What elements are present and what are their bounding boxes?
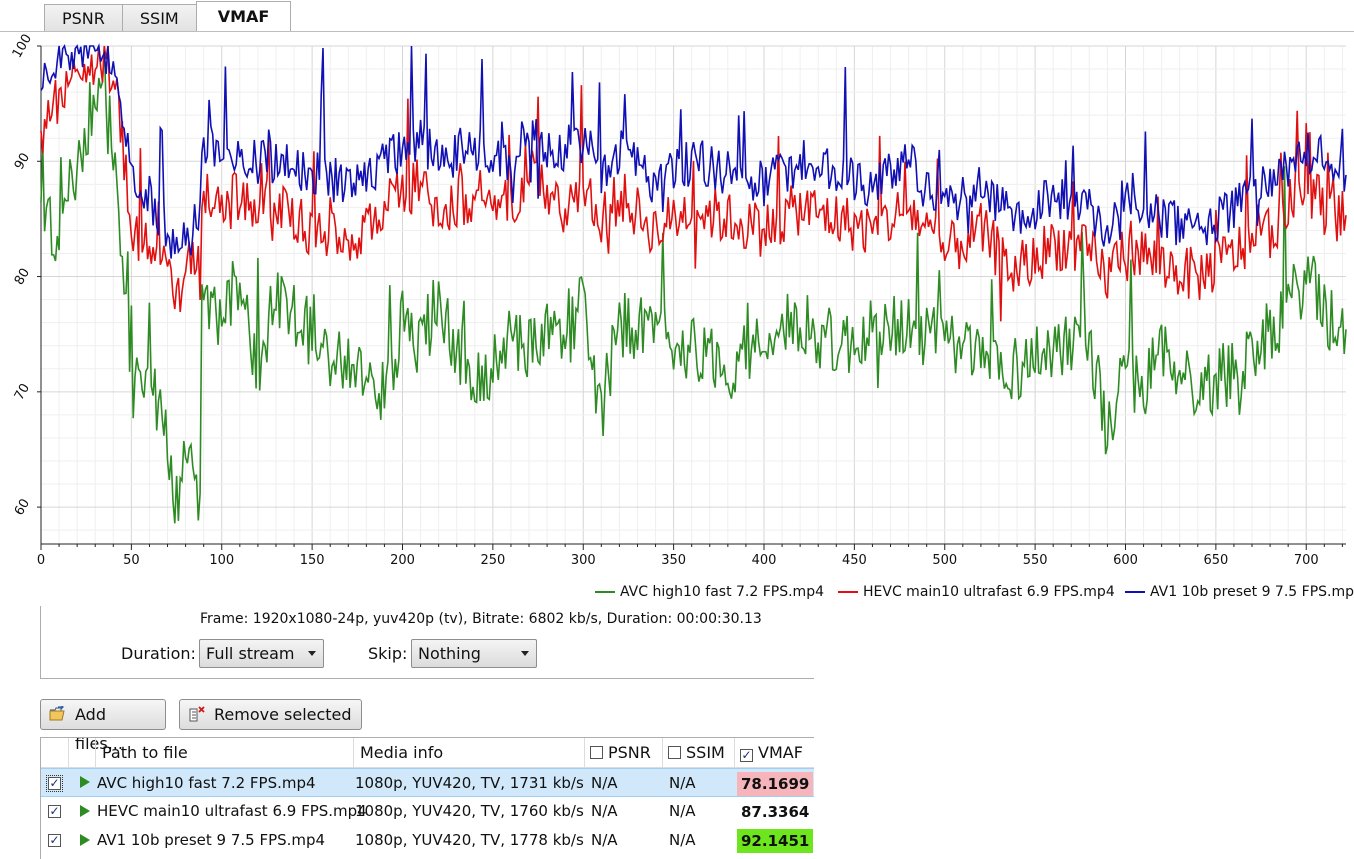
metric-tabs: PSNR SSIM VMAF xyxy=(44,1,292,32)
header-ssim[interactable]: SSIM xyxy=(663,738,735,767)
x-tick-label: 200 xyxy=(390,553,415,568)
psnr-header-label: PSNR xyxy=(608,743,651,762)
table-row[interactable]: ✓ HEVC main10 ultrafast 6.9 FPS.mp4 1080… xyxy=(41,797,814,826)
psnr-header-checkbox[interactable] xyxy=(590,746,603,759)
x-tick-label: 650 xyxy=(1203,553,1228,568)
play-icon[interactable] xyxy=(80,834,90,846)
row-ssim: N/A xyxy=(669,774,696,792)
x-tick-label: 250 xyxy=(480,553,505,568)
vmaf-header-label: VMAF xyxy=(758,743,803,762)
series-line xyxy=(40,45,1347,524)
vmaf-header-checkbox[interactable]: ✓ xyxy=(740,748,753,762)
y-tick-label: 100 xyxy=(10,32,35,61)
chevron-down-icon xyxy=(308,651,316,656)
duration-label: Duration: xyxy=(121,644,196,663)
legend-item-avc: AVC high10 fast 7.2 FPS.mp4 xyxy=(595,584,824,600)
x-tick-label: 500 xyxy=(932,553,957,568)
tab-ssim[interactable]: SSIM xyxy=(121,4,197,31)
row-psnr: N/A xyxy=(591,774,618,792)
x-tick-label: 100 xyxy=(209,553,234,568)
tab-psnr[interactable]: PSNR xyxy=(44,4,123,31)
x-tick-label: 400 xyxy=(752,553,777,568)
x-tick-label: 300 xyxy=(571,553,596,568)
x-tick-label: 0 xyxy=(37,553,45,568)
remove-selected-label: Remove selected xyxy=(214,705,352,724)
row-path: HEVC main10 ultrafast 6.9 FPS.mp4 xyxy=(97,802,367,820)
open-folder-icon xyxy=(49,706,65,721)
ssim-header-label: SSIM xyxy=(686,743,725,762)
row-vmaf-score: 78.1699 xyxy=(737,772,814,796)
tab-vmaf[interactable]: VMAF xyxy=(195,1,292,31)
y-tick-label: 60 xyxy=(12,496,33,518)
file-table: Path to file Media info PSNR SSIM ✓ VMAF … xyxy=(40,737,814,859)
header-psnr[interactable]: PSNR xyxy=(585,738,663,767)
y-tick-label: 90 xyxy=(12,151,33,173)
media-info-panel: Frame: 1920x1080-24p, yuv420p (tv), Bitr… xyxy=(40,606,814,679)
x-tick-label: 350 xyxy=(661,553,686,568)
play-icon[interactable] xyxy=(80,805,90,817)
row-psnr: N/A xyxy=(591,802,618,820)
header-path[interactable]: Path to file xyxy=(96,738,354,767)
legend-swatch xyxy=(838,591,858,593)
vmaf-chart: 0 50 100 150 200 250 300 350 400 450 500 550 600 650 7… xyxy=(10,32,1347,568)
row-checkbox[interactable]: ✓ xyxy=(46,775,63,792)
frame-info-text: Frame: 1920x1080-24p, yuv420p (tv), Bitr… xyxy=(200,611,762,627)
series-line xyxy=(40,42,1347,259)
x-tick-label: 700 xyxy=(1294,553,1319,568)
row-vmaf-score: 87.3364 xyxy=(741,803,810,821)
legend-item-hevc: HEVC main10 ultrafast 6.9 FPS.mp4 xyxy=(838,584,1115,600)
legend-item-av1: AV1 10b preset 9 7.5 FPS.mp4 xyxy=(1125,584,1354,600)
legend-label: AVC high10 fast 7.2 FPS.mp4 xyxy=(620,584,824,600)
skip-select[interactable]: Nothing xyxy=(411,639,537,668)
header-play-column xyxy=(69,738,96,767)
series-line xyxy=(40,45,1347,322)
header-media-info[interactable]: Media info xyxy=(354,738,585,767)
row-vmaf-score: 92.1451 xyxy=(737,829,814,853)
row-path: AV1 10b preset 9 7.5 FPS.mp4 xyxy=(97,831,326,849)
legend-label: HEVC main10 ultrafast 6.9 FPS.mp4 xyxy=(863,584,1115,600)
row-media-info: 1080p, YUV420, TV, 1731 kb/s xyxy=(355,774,584,792)
row-ssim: N/A xyxy=(669,831,696,849)
ssim-header-checkbox[interactable] xyxy=(668,746,681,759)
x-tick-label: 550 xyxy=(1023,553,1048,568)
y-tick-label: 70 xyxy=(12,381,33,403)
remove-selected-button[interactable]: Remove selected xyxy=(179,699,362,730)
chevron-down-icon xyxy=(521,651,529,656)
legend-swatch xyxy=(595,591,615,593)
table-row[interactable]: ✓ AV1 10b preset 9 7.5 FPS.mp4 1080p, YU… xyxy=(41,826,814,855)
table-row[interactable]: ✓ AVC high10 fast 7.2 FPS.mp4 1080p, YUV… xyxy=(41,768,814,797)
duration-value: Full stream xyxy=(206,644,295,663)
table-header: Path to file Media info PSNR SSIM ✓ VMAF xyxy=(41,738,814,768)
header-check-column xyxy=(41,738,69,767)
row-media-info: 1080p, YUV420, TV, 1760 kb/s xyxy=(355,802,584,820)
x-tick-label: 50 xyxy=(123,553,140,568)
x-tick-label: 450 xyxy=(842,553,867,568)
row-media-info: 1080p, YUV420, TV, 1778 kb/s xyxy=(355,831,584,849)
row-path: AVC high10 fast 7.2 FPS.mp4 xyxy=(97,774,316,792)
play-icon[interactable] xyxy=(80,776,90,788)
skip-value: Nothing xyxy=(418,644,481,663)
row-checkbox[interactable]: ✓ xyxy=(48,804,61,818)
vmaf-chart-panel: 0 50 100 150 200 250 300 350 400 450 500 550 600 650 7… xyxy=(0,31,1354,607)
remove-icon xyxy=(189,706,205,722)
row-psnr: N/A xyxy=(591,831,618,849)
skip-label: Skip: xyxy=(368,644,408,663)
add-files-label: Add files... xyxy=(75,705,123,753)
row-ssim: N/A xyxy=(669,802,696,820)
legend-label: AV1 10b preset 9 7.5 FPS.mp4 xyxy=(1150,584,1354,600)
row-checkbox[interactable]: ✓ xyxy=(48,833,61,847)
header-vmaf[interactable]: ✓ VMAF xyxy=(735,738,814,767)
x-tick-label: 600 xyxy=(1113,553,1138,568)
y-tick-label: 80 xyxy=(12,266,33,288)
duration-select[interactable]: Full stream xyxy=(199,639,324,668)
x-tick-label: 150 xyxy=(300,553,325,568)
add-files-button[interactable]: Add files... xyxy=(40,699,166,753)
legend-swatch xyxy=(1125,591,1145,593)
